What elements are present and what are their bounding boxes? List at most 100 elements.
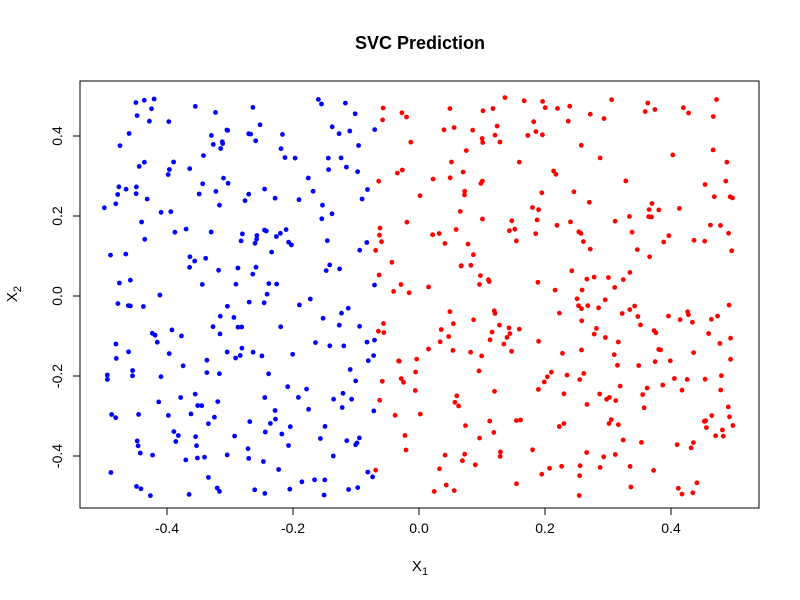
blue-point — [276, 467, 281, 472]
blue-point — [221, 175, 226, 181]
blue-point — [165, 172, 171, 178]
red-point — [539, 471, 545, 477]
red-point — [568, 219, 573, 225]
red-point — [497, 322, 502, 328]
red-point — [376, 328, 381, 334]
red-point — [492, 132, 498, 138]
red-point — [408, 139, 414, 145]
red-point — [547, 465, 552, 471]
red-point — [457, 209, 463, 214]
blue-point — [201, 153, 206, 159]
red-point — [715, 313, 720, 319]
blue-point — [370, 474, 375, 480]
blue-point — [262, 227, 267, 233]
red-point — [609, 97, 614, 103]
red-point — [480, 216, 485, 222]
red-point — [591, 331, 597, 337]
red-point — [536, 338, 541, 344]
blue-point — [233, 355, 239, 361]
blue-point — [238, 238, 244, 244]
blue-point — [195, 455, 200, 461]
red-point — [634, 247, 640, 253]
blue-point — [166, 413, 171, 418]
red-point — [627, 464, 633, 469]
red-point — [591, 274, 597, 280]
red-point — [691, 237, 697, 243]
blue-point — [126, 349, 131, 355]
blue-point — [341, 343, 347, 349]
red-point — [579, 306, 584, 312]
blue-point — [101, 205, 107, 211]
red-point — [533, 129, 539, 135]
blue-point — [208, 229, 214, 235]
red-point — [651, 468, 656, 473]
red-point — [399, 110, 405, 116]
blue-point — [329, 124, 335, 130]
red-point — [686, 110, 691, 116]
red-point — [579, 318, 585, 324]
red-point — [462, 451, 468, 457]
red-point — [560, 350, 565, 356]
blue-point — [272, 195, 278, 201]
red-point — [640, 392, 646, 397]
blue-point — [365, 187, 370, 192]
y-tick-label: -0.2 — [49, 364, 65, 388]
red-point — [549, 369, 554, 375]
blue-point — [296, 395, 301, 400]
blue-point — [372, 337, 377, 343]
red-point — [453, 227, 459, 232]
red-point — [404, 114, 409, 120]
blue-point — [235, 265, 241, 271]
blue-point — [210, 142, 216, 147]
red-point — [536, 207, 541, 213]
blue-point — [149, 330, 155, 336]
x-axis-label: X1 — [412, 558, 428, 578]
red-point — [373, 467, 379, 473]
blue-point — [210, 324, 216, 330]
blue-point — [290, 351, 296, 357]
red-point — [728, 335, 733, 341]
x-tick-label: -0.2 — [281, 520, 305, 536]
red-point — [447, 309, 453, 315]
red-point — [727, 194, 733, 200]
blue-point — [108, 252, 113, 258]
plot-area-frame — [79, 80, 760, 509]
blue-point — [225, 180, 231, 186]
blue-point — [134, 113, 140, 118]
blue-point — [245, 446, 251, 452]
y-tick-label: 0.0 — [49, 286, 65, 306]
blue-point — [325, 155, 331, 161]
blue-point — [235, 324, 241, 330]
blue-point — [371, 408, 377, 414]
blue-point — [307, 296, 313, 302]
red-point — [442, 452, 448, 458]
red-point — [616, 422, 621, 428]
blue-point — [237, 353, 243, 358]
blue-point — [254, 233, 260, 238]
y-axis: -0.4 -0.2 0.0 0.2 0.4 — [49, 126, 81, 468]
red-point — [377, 232, 382, 238]
red-point — [718, 223, 723, 228]
blue-point — [116, 184, 122, 190]
blue-point — [345, 305, 351, 311]
red-point — [460, 169, 466, 175]
blue-point — [142, 159, 147, 165]
red-point — [577, 463, 583, 469]
blue-point — [283, 227, 289, 233]
red-point — [552, 287, 558, 293]
blue-point — [347, 367, 353, 372]
blue-point — [203, 255, 209, 261]
blue-point — [339, 405, 345, 410]
red-point — [679, 491, 685, 497]
blue-point — [187, 254, 193, 260]
red-point — [501, 341, 507, 347]
blue-point — [117, 280, 122, 286]
blue-point — [172, 229, 178, 235]
blue-point — [337, 266, 342, 272]
blue-point — [133, 100, 139, 105]
red-point — [479, 353, 484, 359]
red-point — [717, 341, 723, 346]
red-point — [608, 417, 614, 422]
blue-point — [171, 159, 177, 165]
red-point — [512, 226, 518, 232]
